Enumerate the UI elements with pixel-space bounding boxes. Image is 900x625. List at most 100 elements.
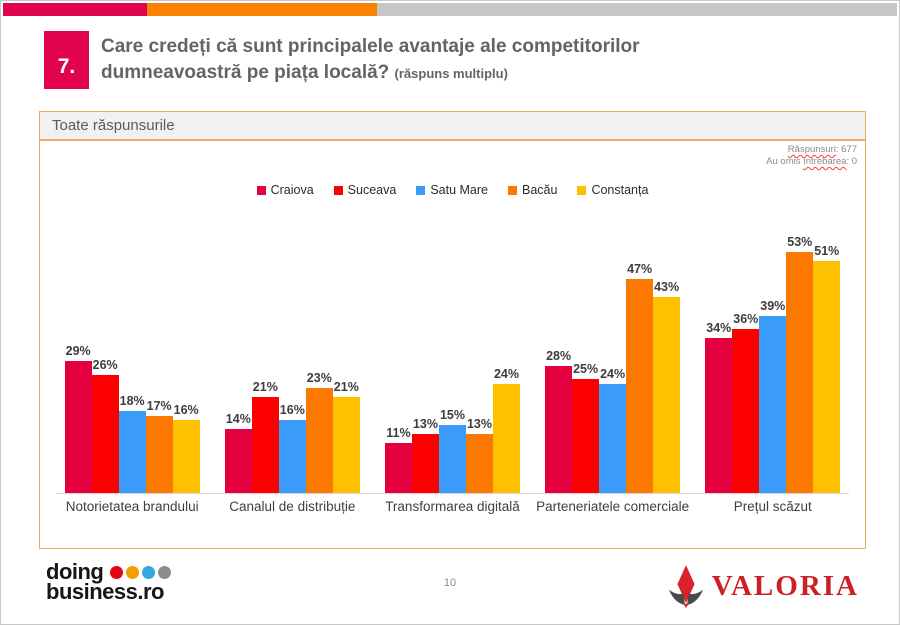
bar-group: 28% 25% 24% 47% 43% <box>533 141 693 493</box>
axis-category-label: Transformarea digitală <box>385 499 520 514</box>
strip-segment-gray <box>377 3 897 16</box>
bar: 14% <box>224 412 252 493</box>
bar: 34% <box>705 321 733 493</box>
bar-value-label: 23% <box>306 371 332 385</box>
bar-value-label: 47% <box>627 262 653 276</box>
bar: 24% <box>492 367 520 493</box>
bar: 16% <box>172 403 200 493</box>
bar: 11% <box>384 426 412 493</box>
filter-bar-label: Toate răspunsurile <box>52 117 175 134</box>
bar: 26% <box>91 358 119 493</box>
bar-value-label: 28% <box>546 349 572 363</box>
bar-value-label: 39% <box>760 299 786 313</box>
bar: 17% <box>145 399 173 493</box>
doingbusiness-logo-word2: business.ro <box>46 579 164 605</box>
page-number: 10 <box>443 577 457 589</box>
question-title-line2: dumneavoastră pe piața locală? <box>101 62 390 84</box>
logo-dot-icon <box>158 565 172 579</box>
question-title-line1: Care credeți că sunt principalele avanta… <box>101 36 640 57</box>
legend-item: Satu Mare <box>416 183 488 197</box>
legend-label: Craiova <box>270 183 314 197</box>
legend-item: Constanța <box>577 183 648 197</box>
bar: 25% <box>572 362 600 493</box>
bar-value-label: 13% <box>412 417 438 431</box>
bar: 23% <box>305 371 333 493</box>
legend-swatch-icon <box>577 185 587 195</box>
legend-item: Craiova <box>256 183 314 197</box>
bar-group: 29% 26% 18% 17% 16% <box>52 141 212 493</box>
legend-swatch-icon <box>256 185 266 195</box>
legend-item: Suceava <box>333 183 397 197</box>
question-number-badge: 7. <box>44 31 89 89</box>
valoria-logo-icon <box>668 565 703 608</box>
axis-category-label: Canalul de distribuție <box>229 499 356 514</box>
doingbusiness-logo: doing business.ro <box>46 559 172 605</box>
bar-value-label: 16% <box>279 403 305 417</box>
bar-value-label: 43% <box>654 280 680 294</box>
bar-value-label: 15% <box>439 408 465 422</box>
bar-value-label: 16% <box>173 403 199 417</box>
bar: 39% <box>759 299 787 493</box>
omitted-count: Au omis întrebarea: 0 <box>766 155 857 167</box>
question-title-note: (răspuns multiplu) <box>394 66 508 82</box>
bar-value-label: 53% <box>787 235 813 249</box>
bar-value-label: 24% <box>600 367 626 381</box>
axis-category-label: Parteneriatele comerciale <box>536 499 690 514</box>
top-accent-strip <box>3 3 897 16</box>
bar: 29% <box>64 344 92 493</box>
bar: 24% <box>599 367 627 493</box>
bar-value-label: 26% <box>92 358 118 372</box>
question-title: Care credeți că sunt principalele avanta… <box>101 34 821 86</box>
bar-value-label: 13% <box>466 417 492 431</box>
bar: 18% <box>118 394 146 493</box>
bar-plot: 29% 26% 18% 17% 16% 14% 21% 16% 23% 21% 11% 13% 15% 1… <box>52 141 853 493</box>
bar: 36% <box>732 312 760 493</box>
bar: 43% <box>653 280 681 493</box>
axis-category-label: Prețul scăzut <box>733 499 812 514</box>
bar: 51% <box>813 244 841 493</box>
doingbusiness-logo-word1: doing <box>46 559 104 584</box>
bar-value-label: 21% <box>252 380 278 394</box>
valoria-logo: VALORIA <box>667 564 859 608</box>
bar: 13% <box>411 417 439 493</box>
legend-label: Suceava <box>347 183 397 197</box>
bar-group: 11% 13% 15% 13% 24% <box>372 141 532 493</box>
bar-value-label: 14% <box>225 412 251 426</box>
response-info: Răspunsuri: 677 Au omis întrebarea: 0 <box>766 144 857 168</box>
bar: 16% <box>278 403 306 493</box>
legend-label: Constanța <box>591 183 649 197</box>
bar-value-label: 18% <box>119 394 145 408</box>
x-axis-line <box>56 493 849 494</box>
doingbusiness-logo-dots <box>110 565 172 579</box>
chart-legend: Craiova Suceava Satu Mare Bacău Constanța <box>40 183 865 197</box>
logo-dot-icon <box>142 565 156 579</box>
bar-value-label: 17% <box>146 399 172 413</box>
legend-label: Satu Mare <box>430 183 488 197</box>
bar-value-label: 24% <box>493 367 519 381</box>
bar: 28% <box>545 349 573 493</box>
valoria-logo-text: VALORIA <box>711 569 859 602</box>
responses-count: Răspunsuri: 677 <box>787 144 857 155</box>
legend-swatch-icon <box>507 185 517 195</box>
axis-category-label: Notorietatea brandului <box>65 499 199 514</box>
bar-value-label: 11% <box>386 426 411 440</box>
bar-value-label: 25% <box>573 362 599 376</box>
x-axis-labels: Notorietatea brandului Canalul de distrib… <box>52 499 853 516</box>
bar-group: 34% 36% 39% 53% 51% <box>693 141 853 493</box>
legend-swatch-icon <box>416 185 426 195</box>
legend-item: Bacău <box>507 183 557 197</box>
bar-value-label: 29% <box>65 344 91 358</box>
legend-swatch-icon <box>333 185 343 195</box>
logo-dot-icon <box>126 565 140 579</box>
bar-value-label: 36% <box>733 312 759 326</box>
filter-bar-toate-raspunsurile[interactable]: Toate răspunsurile <box>39 111 866 140</box>
bar: 13% <box>465 417 493 493</box>
bar-value-label: 34% <box>706 321 732 335</box>
chart-panel: Răspunsuri: 677 Au omis întrebarea: 0 Cr… <box>39 140 866 549</box>
bar: 53% <box>786 235 814 493</box>
bar-value-label: 21% <box>333 380 359 394</box>
bar-value-label: 51% <box>814 244 840 258</box>
strip-segment-crimson <box>3 3 147 16</box>
bar: 15% <box>438 408 466 493</box>
